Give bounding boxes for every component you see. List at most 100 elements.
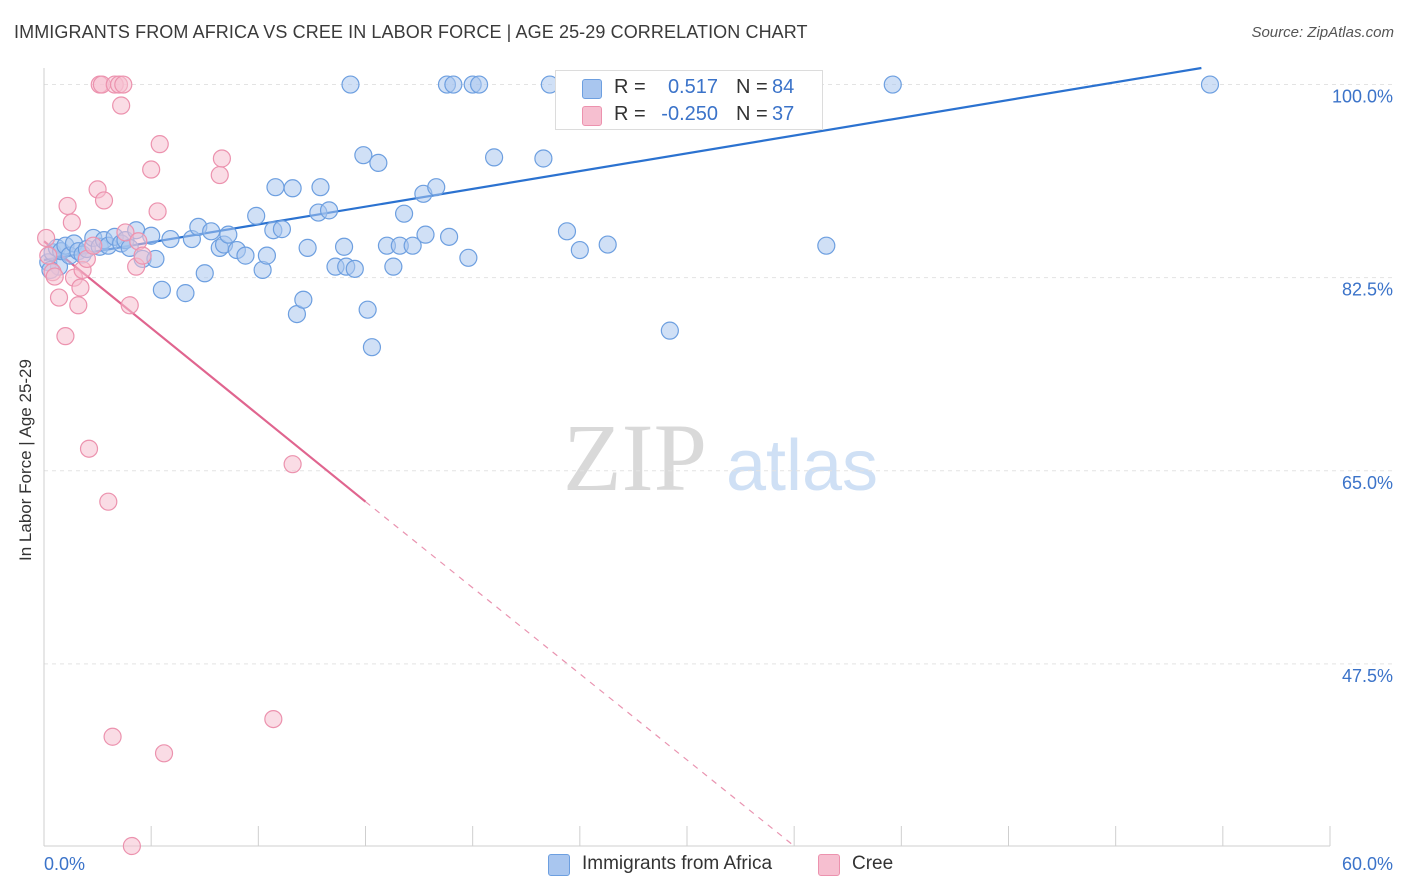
legend-n-label: N = bbox=[736, 103, 768, 125]
source-label: Source: ZipAtlas.com bbox=[1251, 24, 1394, 41]
data-point-immigrants-from-africa bbox=[319, 201, 339, 220]
data-point-cree bbox=[39, 246, 58, 265]
data-point-cree bbox=[112, 96, 131, 115]
data-point-immigrants-from-africa bbox=[176, 284, 195, 303]
data-point-cree bbox=[212, 149, 231, 168]
y-tick-label: 65.0% bbox=[1342, 473, 1393, 493]
data-point-immigrants-from-africa bbox=[354, 146, 373, 165]
legend-swatch-pink bbox=[818, 854, 840, 876]
data-point-cree bbox=[150, 135, 169, 154]
data-point-cree bbox=[114, 75, 133, 94]
trend-lines bbox=[43, 66, 1202, 847]
data-point-immigrants-from-africa bbox=[469, 75, 489, 94]
data-point-cree bbox=[133, 246, 152, 265]
series-cree bbox=[37, 75, 302, 856]
data-point-immigrants-from-africa bbox=[416, 225, 435, 244]
data-point-immigrants-from-africa bbox=[266, 178, 285, 197]
data-point-immigrants-from-africa bbox=[384, 257, 403, 276]
data-point-immigrants-from-africa bbox=[195, 264, 214, 283]
data-point-immigrants-from-africa bbox=[161, 229, 180, 249]
data-point-immigrants-from-africa bbox=[369, 153, 388, 173]
legend-r-label: R = bbox=[614, 76, 646, 98]
data-point-immigrants-from-africa bbox=[394, 204, 414, 223]
chart-title: IMMIGRANTS FROM AFRICA VS CREE IN LABOR … bbox=[14, 22, 808, 42]
data-point-immigrants-from-africa bbox=[557, 222, 577, 241]
data-point-immigrants-from-africa bbox=[883, 75, 902, 94]
data-point-immigrants-from-africa bbox=[403, 236, 422, 255]
watermark: ZIP atlas bbox=[563, 404, 878, 511]
trend-line-immigrants-from-africa bbox=[43, 66, 1202, 262]
x-tick-label: 0.0% bbox=[44, 854, 85, 874]
data-point-cree bbox=[210, 165, 229, 185]
legend-label: Cree bbox=[852, 853, 894, 874]
data-point-immigrants-from-africa bbox=[598, 235, 617, 254]
data-point-cree bbox=[69, 296, 88, 315]
data-point-immigrants-from-africa bbox=[570, 240, 589, 260]
data-point-cree bbox=[99, 492, 118, 511]
data-point-cree bbox=[45, 267, 64, 286]
legend-n-value: 37 bbox=[772, 103, 795, 125]
data-point-cree bbox=[148, 202, 167, 221]
data-point-immigrants-from-africa bbox=[362, 338, 382, 357]
data-point-immigrants-from-africa bbox=[427, 178, 446, 197]
data-point-immigrants-from-africa bbox=[444, 75, 463, 94]
gridlines bbox=[44, 84, 1394, 665]
correlation-legend: R = 0.517 N = 84 R = -0.250 N = 37 bbox=[555, 70, 823, 130]
y-tick-label: 47.5% bbox=[1342, 666, 1393, 686]
x-tick-label: 60.0% bbox=[1342, 854, 1393, 874]
data-point-immigrants-from-africa bbox=[817, 236, 836, 255]
data-point-immigrants-from-africa bbox=[257, 246, 277, 265]
legend-swatch-pink bbox=[582, 106, 602, 126]
legend-swatch-blue bbox=[548, 854, 570, 876]
trend-line-cree-extrapolated bbox=[365, 501, 795, 847]
data-point-immigrants-from-africa bbox=[358, 300, 377, 319]
legend-row-immigrants: R = 0.517 N = 84 bbox=[556, 73, 822, 101]
data-point-cree bbox=[71, 278, 90, 297]
data-point-cree bbox=[94, 191, 114, 210]
watermark-atlas: atlas bbox=[726, 426, 878, 506]
data-point-cree bbox=[142, 160, 161, 179]
data-point-immigrants-from-africa bbox=[1200, 75, 1220, 94]
data-point-cree bbox=[154, 744, 174, 763]
data-point-immigrants-from-africa bbox=[152, 280, 171, 299]
legend-r-label: R = bbox=[614, 103, 646, 125]
data-point-immigrants-from-africa bbox=[294, 290, 313, 309]
data-point-cree bbox=[84, 236, 103, 255]
data-point-immigrants-from-africa bbox=[534, 149, 553, 168]
data-point-immigrants-from-africa bbox=[311, 178, 330, 197]
data-point-cree bbox=[120, 296, 139, 315]
data-point-cree bbox=[264, 709, 283, 729]
legend-r-value: -0.250 bbox=[661, 103, 718, 125]
data-point-immigrants-from-africa bbox=[334, 237, 354, 256]
data-point-cree bbox=[62, 213, 81, 232]
tick-labels: 100.0% 82.5% 65.0% 47.5% 0.0% 60.0% bbox=[44, 87, 1393, 874]
data-point-immigrants-from-africa bbox=[247, 206, 266, 225]
data-point-cree bbox=[58, 196, 77, 216]
data-point-immigrants-from-africa bbox=[283, 179, 302, 198]
data-point-immigrants-from-africa bbox=[341, 75, 360, 94]
data-point-immigrants-from-africa bbox=[272, 220, 292, 239]
data-point-immigrants-from-africa bbox=[298, 238, 317, 257]
y-tick-label: 82.5% bbox=[1342, 280, 1393, 300]
data-point-immigrants-from-africa bbox=[202, 222, 221, 241]
trend-line-cree bbox=[43, 240, 367, 503]
data-point-immigrants-from-africa bbox=[485, 148, 504, 167]
data-point-cree bbox=[283, 455, 302, 474]
data-point-immigrants-from-africa bbox=[345, 259, 364, 278]
legend-swatch-blue bbox=[582, 79, 602, 99]
data-point-immigrants-from-africa bbox=[219, 225, 238, 244]
legend-r-value: 0.517 bbox=[667, 76, 718, 98]
legend-row-cree: R = -0.250 N = 37 bbox=[556, 100, 822, 128]
data-point-immigrants-from-africa bbox=[660, 321, 679, 340]
legend-n-label: N = bbox=[736, 76, 768, 98]
data-point-cree bbox=[56, 327, 75, 346]
data-point-cree bbox=[116, 223, 135, 242]
data-point-cree bbox=[103, 727, 122, 746]
data-point-cree bbox=[122, 836, 141, 856]
data-point-cree bbox=[79, 439, 99, 458]
data-point-cree bbox=[37, 228, 56, 248]
legend-label: Immigrants from Africa bbox=[582, 853, 773, 874]
y-tick-label: 100.0% bbox=[1332, 87, 1393, 107]
data-point-immigrants-from-africa bbox=[439, 227, 459, 246]
